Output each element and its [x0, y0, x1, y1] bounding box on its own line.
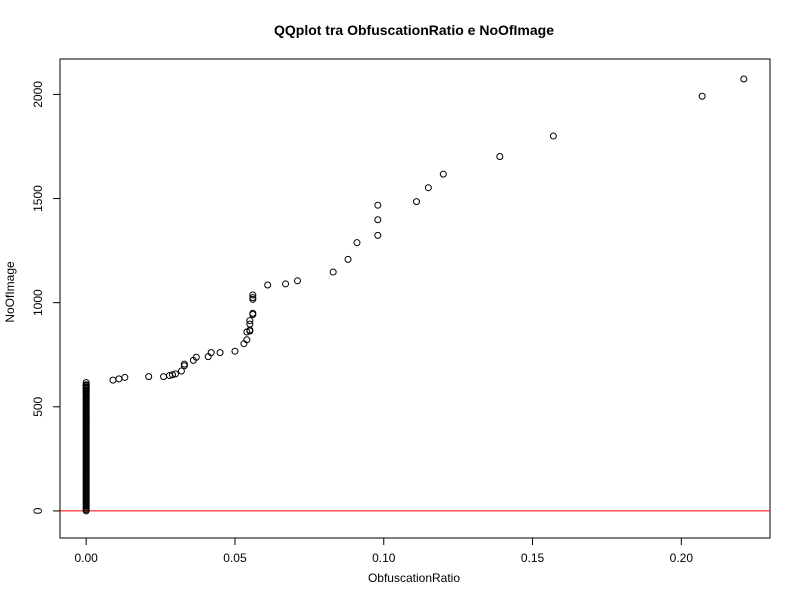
data-point [204, 353, 212, 361]
data-point [180, 360, 188, 368]
x-tick-label: 0.05 [223, 551, 247, 565]
points-layer [82, 75, 748, 515]
x-axis: 0.00 0.05 0.10 0.15 0.20 [75, 537, 694, 565]
data-point [82, 390, 90, 398]
data-point [496, 152, 504, 160]
data-point [412, 198, 420, 206]
y-tick-label: 1000 [31, 289, 45, 316]
data-point [293, 277, 301, 285]
x-axis-label: ObfuscationRatio [368, 571, 460, 585]
data-point [264, 281, 272, 289]
data-point [82, 381, 90, 389]
data-point [353, 239, 361, 247]
data-point [82, 388, 90, 396]
data-point [243, 336, 251, 344]
chart-title: QQplot tra ObfuscationRatio e NoOfImage [274, 22, 554, 38]
data-point [145, 373, 153, 381]
data-point [160, 373, 168, 381]
y-tick-label: 2000 [31, 81, 45, 108]
data-point [249, 309, 257, 317]
x-tick-label: 0.15 [521, 551, 545, 565]
data-point [344, 255, 352, 263]
x-tick-label: 0.20 [670, 551, 694, 565]
y-tick-label: 1500 [31, 185, 45, 212]
y-tick-label: 0 [31, 507, 45, 514]
data-point [424, 184, 432, 192]
data-point [439, 170, 447, 178]
data-point [698, 92, 706, 100]
plot-frame [59, 58, 771, 539]
data-point [216, 349, 224, 357]
data-point [549, 132, 557, 140]
data-point [109, 376, 117, 384]
data-point [82, 379, 90, 387]
y-axis: 0 500 1000 1500 2000 [31, 81, 61, 514]
data-point [374, 216, 382, 224]
data-point [168, 371, 176, 379]
data-point [207, 349, 215, 357]
data-point [115, 375, 123, 383]
data-point [246, 320, 254, 328]
data-point [249, 291, 257, 299]
x-tick-label: 0.00 [75, 551, 99, 565]
data-point [282, 280, 290, 288]
y-tick-label: 500 [31, 396, 45, 416]
data-point [231, 347, 239, 355]
data-point [249, 294, 257, 302]
data-point [192, 353, 200, 361]
x-tick-label: 0.10 [372, 551, 396, 565]
data-point [246, 317, 254, 325]
data-point [374, 201, 382, 209]
data-point [177, 367, 185, 375]
y-axis-label: NoOfImage [3, 261, 17, 323]
data-point [240, 340, 248, 348]
data-point [740, 75, 748, 83]
data-point [329, 268, 337, 276]
data-point [374, 231, 382, 239]
data-point [171, 370, 179, 378]
data-point [121, 373, 129, 381]
